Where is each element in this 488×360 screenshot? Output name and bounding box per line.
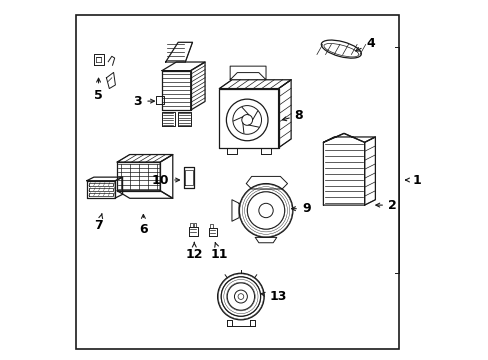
Text: 12: 12 — [185, 243, 203, 261]
Text: 3: 3 — [133, 95, 154, 108]
Text: 6: 6 — [139, 215, 147, 236]
Text: 1: 1 — [405, 174, 420, 186]
Text: 4: 4 — [355, 37, 374, 51]
Text: 9: 9 — [291, 202, 310, 215]
Text: 10: 10 — [151, 174, 179, 186]
Text: 11: 11 — [210, 243, 228, 261]
Text: 13: 13 — [261, 290, 286, 303]
Text: 2: 2 — [375, 199, 396, 212]
Text: 8: 8 — [282, 109, 303, 122]
Text: 7: 7 — [94, 214, 102, 233]
Text: 5: 5 — [94, 78, 102, 102]
